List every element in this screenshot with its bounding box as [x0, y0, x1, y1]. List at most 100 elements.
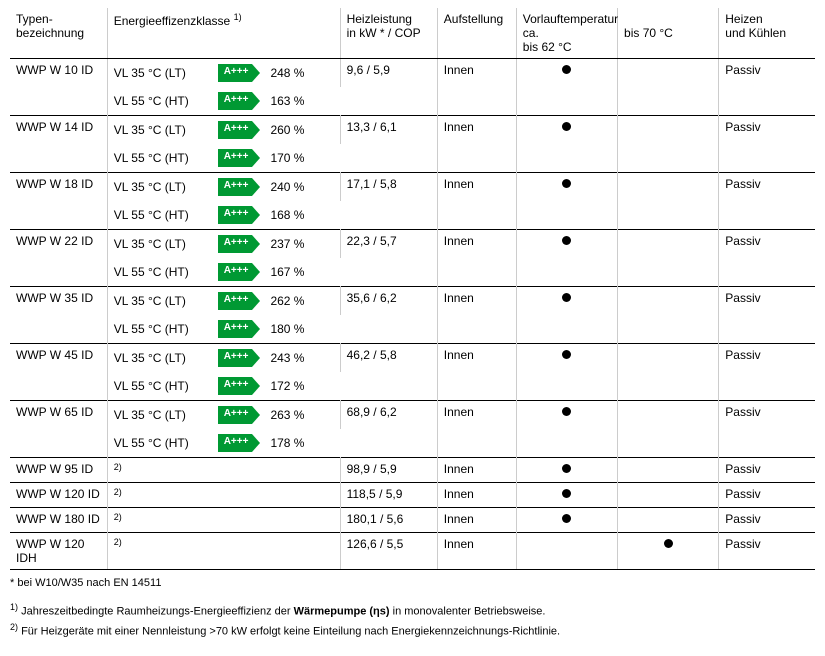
cell-heat: Passiv	[719, 59, 815, 116]
cell-auf: Innen	[437, 344, 516, 401]
cell-vl70	[618, 401, 719, 458]
fn2-text: Für Heizgeräte mit einer Nennleistung >7…	[21, 626, 560, 638]
cell-vl62	[516, 483, 617, 508]
cell-eff: VL 55 °C (HT)A+++168 %	[107, 201, 340, 230]
cell-vl70	[618, 287, 719, 344]
cell-auf: Innen	[437, 508, 516, 533]
header-row: Typen- bezeichnung Energieeffizenzklasse…	[10, 8, 815, 59]
cell-eff: VL 55 °C (HT)A+++167 %	[107, 258, 340, 287]
cell-heat: Passiv	[719, 533, 815, 570]
eff-footnote-sup: 2)	[114, 512, 122, 522]
cell-type: WWP W 22 ID	[10, 230, 107, 287]
cell-eff: VL 35 °C (LT)A+++260 %	[107, 116, 340, 145]
cell-vl70	[618, 533, 719, 570]
cell-vl70	[618, 508, 719, 533]
cell-heiz: 118,5 / 5,9	[340, 483, 437, 508]
eff-line: VL 55 °C (HT)A+++167 %	[114, 262, 334, 282]
eff-vl-label: VL 35 °C (LT)	[114, 66, 212, 80]
cell-vl62	[516, 401, 617, 458]
eff-pct: 178 %	[270, 436, 318, 450]
energy-badge-icon: A+++	[218, 349, 253, 367]
cell-heat: Passiv	[719, 173, 815, 230]
table-body: WWP W 10 ID VL 35 °C (LT) A+++ 248 % 9,6 / 5…	[10, 59, 815, 570]
cell-type: WWP W 10 ID	[10, 59, 107, 116]
eff-pct: 248 %	[270, 66, 318, 80]
eff-vl-label: VL 55 °C (HT)	[114, 322, 212, 336]
cell-vl62	[516, 508, 617, 533]
data-table: Typen- bezeichnung Energieeffizenzklasse…	[10, 8, 815, 570]
cell-heat: Passiv	[719, 458, 815, 483]
table-row: WWP W 18 IDVL 35 °C (LT)A+++240 %17,1 / …	[10, 173, 815, 202]
eff-line: VL 55 °C (HT)A+++163 %	[114, 91, 334, 111]
cell-vl70	[618, 344, 719, 401]
col-header-auf: Aufstellung	[437, 8, 516, 59]
cell-heiz: 98,9 / 5,9	[340, 458, 437, 483]
cell-auf: Innen	[437, 458, 516, 483]
cell-vl70	[618, 173, 719, 230]
cell-type: WWP W 95 ID	[10, 458, 107, 483]
col-header-eff-text: Energieeffizenzklasse	[114, 14, 234, 28]
cell-vl70	[618, 230, 719, 287]
eff-vl-label: VL 35 °C (LT)	[114, 408, 212, 422]
eff-footnote-sup: 2)	[114, 462, 122, 472]
dot-icon	[562, 236, 571, 245]
cell-eff: 2)	[107, 483, 340, 508]
cell-auf: Innen	[437, 483, 516, 508]
cell-heat: Passiv	[719, 287, 815, 344]
cell-heiz: 68,9 / 6,2	[340, 401, 437, 458]
energy-badge-icon: A+++	[218, 377, 253, 395]
table-row: WWP W 65 IDVL 35 °C (LT)A+++263 %68,9 / …	[10, 401, 815, 430]
dot-icon	[562, 350, 571, 359]
eff-pct: 237 %	[270, 237, 318, 251]
energy-badge-icon: A+++	[218, 263, 253, 281]
vl70-label: bis 70 °C	[624, 26, 673, 40]
dot-icon	[562, 293, 571, 302]
col-header-type: Typen- bezeichnung	[10, 8, 107, 59]
table-row: WWP W 120 IDH2)126,6 / 5,5InnenPassiv	[10, 533, 815, 570]
eff-pct: 240 %	[270, 180, 318, 194]
eff-vl-label: VL 55 °C (HT)	[114, 436, 212, 450]
cell-heiz: 180,1 / 5,6	[340, 508, 437, 533]
cell-eff: 2)	[107, 533, 340, 570]
energy-badge-icon: A+++	[218, 121, 253, 139]
cell-auf: Innen	[437, 230, 516, 287]
energy-badge-icon: A+++	[218, 406, 253, 424]
energy-badge-icon: A+++	[218, 64, 253, 82]
energy-badge-icon: A+++	[218, 292, 253, 310]
cell-heiz: 9,6 / 5,9	[340, 59, 437, 116]
eff-footnote-sup: 2)	[114, 487, 122, 497]
energy-badge-icon: A+++	[218, 178, 253, 196]
eff-line: VL 55 °C (HT)A+++168 %	[114, 205, 334, 225]
cell-eff: VL 35 °C (LT) A+++ 237 %	[107, 230, 340, 259]
cell-vl70	[618, 483, 719, 508]
cell-auf: Innen	[437, 401, 516, 458]
eff-pct: 262 %	[270, 294, 318, 308]
energy-badge-icon: A+++	[218, 434, 253, 452]
cell-eff: VL 35 °C (LT) A+++ 243 %	[107, 344, 340, 373]
eff-pct: 243 %	[270, 351, 318, 365]
col-header-vl70: bis 70 °C	[618, 8, 719, 59]
footnote-1: 1) Jahreszeitbedingte Raumheizungs-Energ…	[10, 601, 815, 620]
eff-vl-label: VL 35 °C (LT)	[114, 237, 212, 251]
cell-heiz: 126,6 / 5,5	[340, 533, 437, 570]
cell-type: WWP W 120 IDH	[10, 533, 107, 570]
cell-vl62	[516, 458, 617, 483]
cell-heiz: 35,6 / 6,2	[340, 287, 437, 344]
cell-auf: Innen	[437, 287, 516, 344]
eff-vl-label: VL 35 °C (LT)	[114, 351, 212, 365]
eff-line: VL 35 °C (LT) A+++ 243 %	[114, 348, 334, 368]
cell-heiz: 17,1 / 5,8	[340, 173, 437, 230]
cell-type: WWP W 180 ID	[10, 508, 107, 533]
eff-line: VL 35 °C (LT)A+++260 %	[114, 120, 334, 140]
col-header-vl62: Vorlauftemperatur ca. bis 62 °C	[516, 8, 617, 59]
cell-eff: VL 55 °C (HT)A+++170 %	[107, 144, 340, 173]
cell-auf: Innen	[437, 116, 516, 173]
eff-vl-label: VL 55 °C (HT)	[114, 379, 212, 393]
energy-badge-icon: A+++	[218, 235, 253, 253]
cell-type: WWP W 45 ID	[10, 344, 107, 401]
eff-line: VL 35 °C (LT)A+++262 %	[114, 291, 334, 311]
dot-icon	[562, 65, 571, 74]
dot-icon	[562, 179, 571, 188]
col-header-eff-sup: 1)	[234, 12, 242, 22]
table-row: WWP W 35 IDVL 35 °C (LT)A+++262 %35,6 / …	[10, 287, 815, 316]
